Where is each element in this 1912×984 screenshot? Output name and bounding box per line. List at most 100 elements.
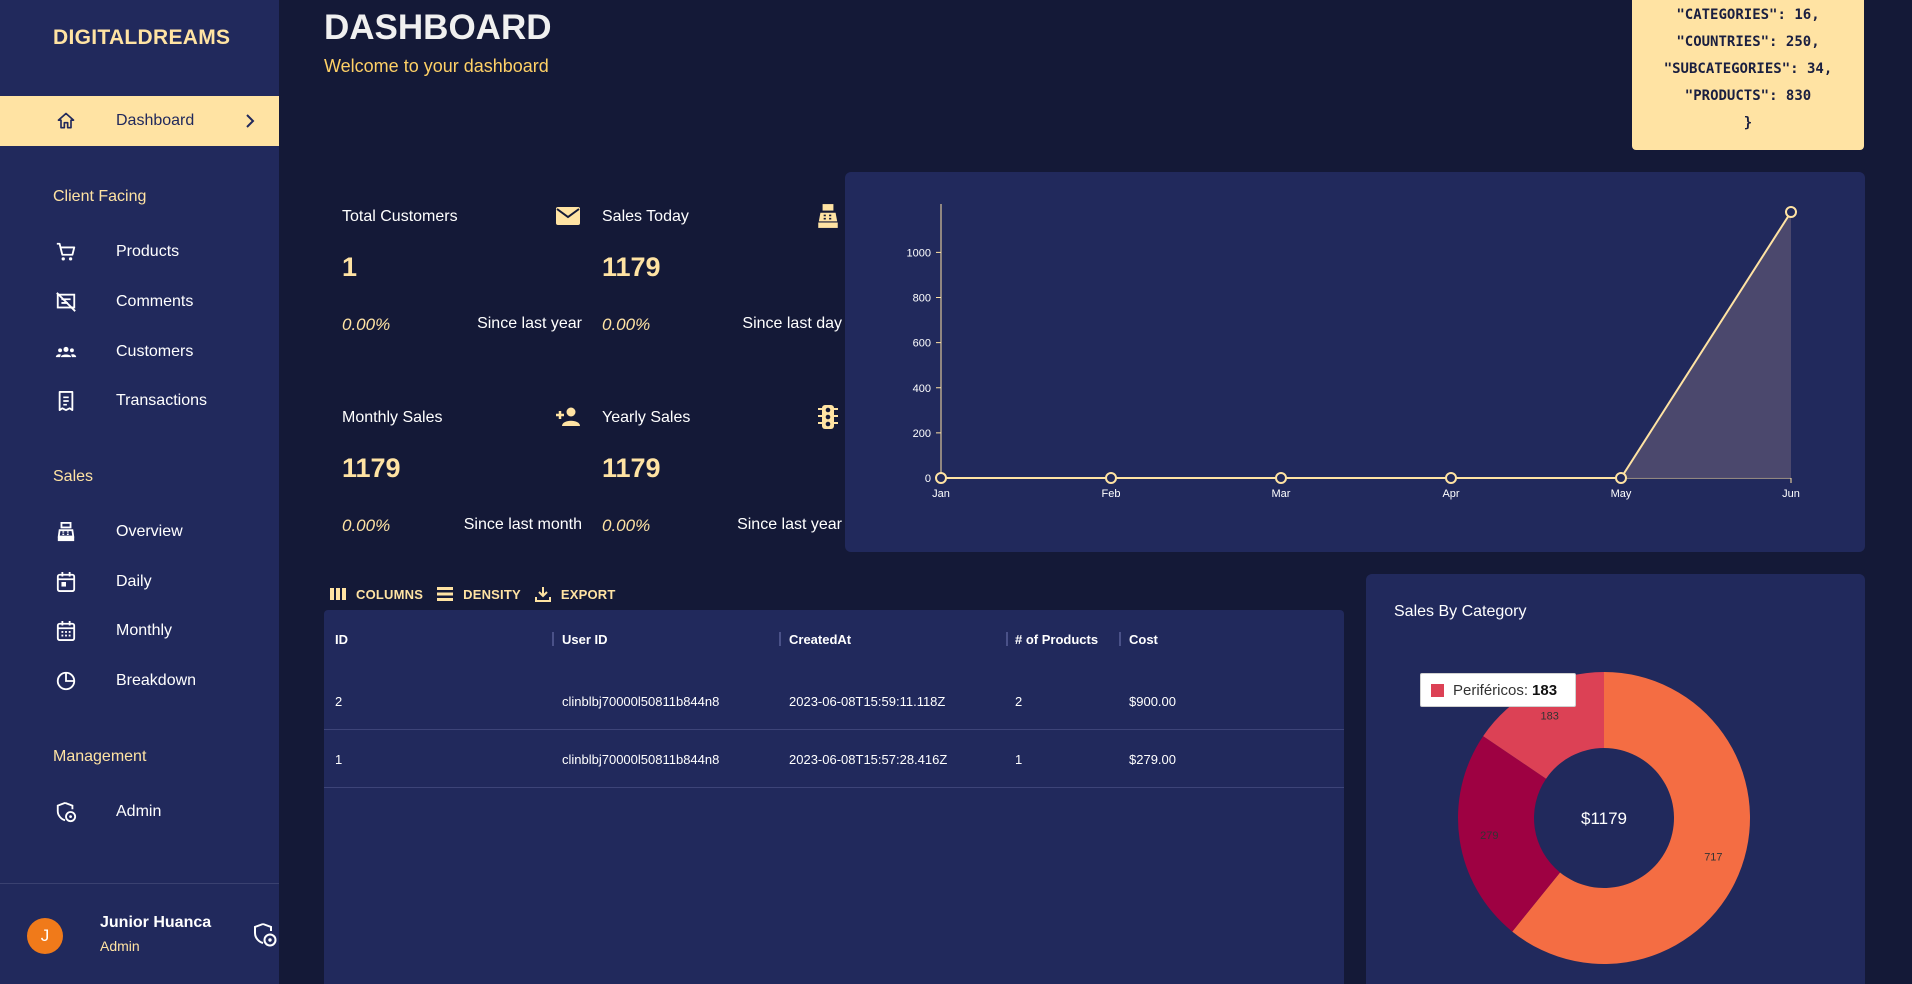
density-button[interactable]: DENSITY [437,587,521,602]
column-header-user-id[interactable]: User ID [562,632,608,647]
columns-label: COLUMNS [356,586,424,602]
y-tick-label: 0 [925,473,931,485]
traffic-icon [814,403,842,431]
stats-json-box: "CATEGORIES": 16, "COUNTRIES": 250, "SUB… [1632,0,1864,150]
sidebar-divider [0,883,279,884]
data-point [1785,206,1797,218]
sidebar-item-transactions[interactable]: Transactions [0,376,279,426]
x-tick-label: Feb [1102,488,1121,500]
sidebar-item-breakdown[interactable]: Breakdown [0,656,279,706]
page-scrollbar[interactable] [1905,0,1912,984]
email-icon [554,202,582,230]
home-icon [55,110,77,132]
density-label: DENSITY [463,586,521,602]
stat-title: Monthly Sales [342,409,443,426]
column-separator[interactable] [552,632,554,646]
columns-button[interactable]: COLUMNS [330,587,423,602]
column-header-created-at[interactable]: CreatedAt [789,632,852,647]
stat-value: 1179 [602,252,661,282]
sidebar-item-customers[interactable]: Customers [0,327,279,377]
pie-slice-label: 279 [1480,830,1498,842]
cell-created-at: 2023-06-08T15:57:28.416Z [789,752,948,767]
density-icon [437,587,454,601]
sidebar-item-label: Daily [116,573,152,590]
cell-user-id: clinblbj70000l50811b844n8 [562,694,720,709]
cell-id: 1 [335,752,343,767]
stat-title: Sales Today [602,208,689,225]
section-label-management: Management [53,748,147,765]
y-tick-label: 600 [913,338,931,350]
pie-chart-title: Sales By Category [1394,603,1527,620]
column-separator[interactable] [1119,632,1121,646]
tooltip-swatch [1431,683,1444,697]
pie-slice-label: 717 [1704,852,1722,864]
sidebar-item-products[interactable]: Products [0,227,279,277]
stat-value: 1179 [602,453,661,483]
table-header: ID User ID CreatedAt # of Products Cost [324,610,1344,670]
sidebar-item-monthly[interactable]: Monthly [0,606,279,656]
stat-percent: 0.00% [342,315,391,334]
data-point [1275,472,1287,484]
export-button[interactable]: EXPORT [534,586,616,602]
calendar-month-icon [55,620,77,642]
brand-logo[interactable]: DIGITALDREAMS [53,26,231,49]
sidebar-item-label: Breakdown [116,672,197,689]
stat-since: Since last day [742,315,842,332]
json-line: "SUBCATEGORIES": 34, [1663,61,1833,77]
data-point [935,472,947,484]
data-point [1615,472,1627,484]
column-separator[interactable] [779,632,781,646]
chevron-right-icon [243,114,257,128]
y-tick-label: 1000 [907,247,931,259]
stat-card-monthly-sales: Monthly Sales 1179 0.00% Since last mont… [342,391,582,551]
cell-user-id: clinblbj70000l50811b844n8 [562,752,720,767]
stat-since: Since last month [463,516,582,533]
stat-title: Total Customers [342,208,458,225]
x-tick-label: Mar [1272,488,1291,500]
column-header-products[interactable]: # of Products [1015,632,1099,647]
point-of-sale-icon [55,521,77,543]
stat-value: 1179 [342,453,401,483]
stat-card-sales-today: Sales Today 1179 0.00% Since last day [602,190,842,350]
download-icon [534,587,551,602]
x-tick-label: Jan [932,488,950,500]
column-header-cost[interactable]: Cost [1129,632,1158,647]
x-tick-label: May [1611,488,1632,500]
table-row[interactable]: 2 clinblbj70000l50811b844n8 2023-06-08T1… [324,672,1344,730]
sidebar-item-overview[interactable]: Overview [0,507,279,557]
calendar-today-icon [55,571,77,593]
pie-tooltip: Periféricos: 183 [1420,673,1576,707]
sidebar-item-label: Customers [116,343,194,360]
y-tick-label: 800 [913,293,931,305]
sidebar-item-comments[interactable]: Comments [0,277,279,327]
sidebar: DIGITALDREAMS Dashboard Client Facing Pr… [0,0,279,984]
page-subtitle: Welcome to your dashboard [324,56,549,76]
groups-icon [55,341,77,363]
admin-shield-icon [55,801,77,823]
sidebar-item-label: Admin [116,803,162,820]
json-line: "CATEGORIES": 16, [1676,7,1820,23]
series-area [941,212,1791,478]
table-row[interactable]: 1 clinblbj70000l50811b844n8 2023-06-08T1… [324,730,1344,788]
export-label: EXPORT [560,586,616,602]
cell-created-at: 2023-06-08T15:59:11.118Z [789,694,946,709]
data-point [1105,472,1117,484]
pie-center-total: $1179 [1581,809,1627,828]
column-header-id[interactable]: ID [335,632,348,647]
sidebar-item-dashboard[interactable]: Dashboard [0,96,279,146]
sidebar-item-admin[interactable]: Admin [0,787,279,837]
comments-disabled-icon [55,291,77,313]
sidebar-item-label: Dashboard [116,112,195,129]
transactions-table: ID User ID CreatedAt # of Products Cost … [324,610,1344,984]
column-separator[interactable] [1006,632,1008,646]
section-label-client-facing: Client Facing [53,188,147,205]
sidebar-item-label: Transactions [116,392,207,409]
sidebar-item-label: Products [116,243,180,260]
sidebar-item-daily[interactable]: Daily [0,557,279,607]
cell-products: 1 [1015,752,1023,767]
data-point [1445,472,1457,484]
admin-settings-icon[interactable] [252,922,278,948]
avatar[interactable]: J [27,918,63,954]
stat-since: Since last year [737,516,842,533]
json-line: } [1743,115,1753,131]
